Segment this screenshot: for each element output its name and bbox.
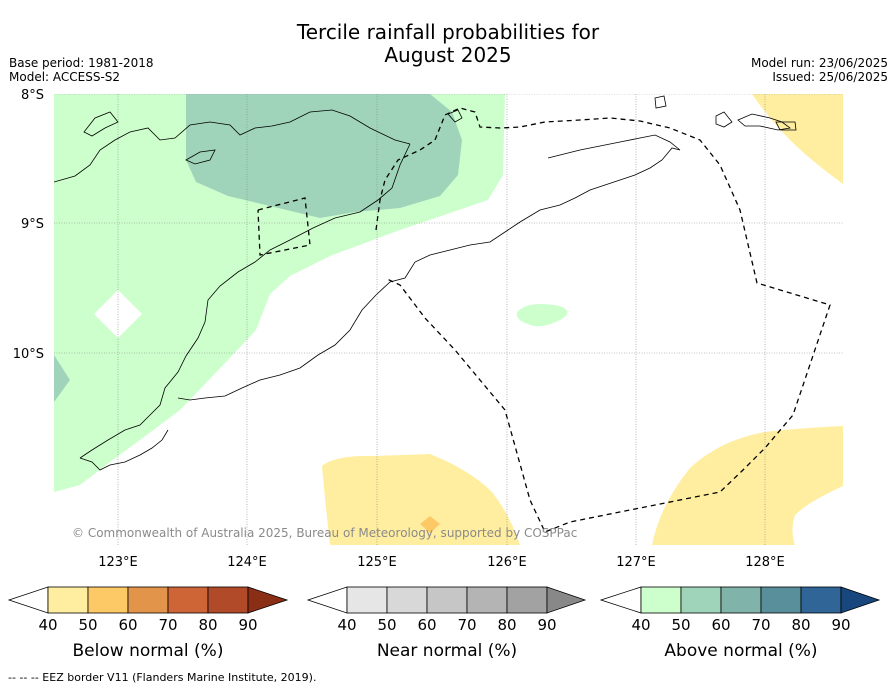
colorbar-tick-label: 80 — [791, 616, 810, 634]
lat-label-9s: 9°S — [21, 217, 44, 232]
colorbar-title: Near normal (%) — [377, 641, 517, 661]
above-normal-60-edge — [54, 355, 70, 402]
colorbar-bin — [127, 586, 169, 614]
model-name: Model: ACCESS-S2 — [9, 70, 121, 84]
colorbar-near-normal: 40 50 60 70 80 90 Near normal (%) — [306, 586, 587, 661]
colorbar-tick-label: 40 — [337, 616, 356, 634]
base-period: Base period: 1981-2018 — [9, 56, 154, 70]
colorbar-bin — [466, 586, 508, 614]
colorbar-bin — [346, 586, 388, 614]
copyright-notice: © Commonwealth of Australia 2025, Bureau… — [72, 526, 578, 540]
lat-label-10s: 10°S — [13, 347, 44, 362]
colorbar-under-arrow — [7, 586, 49, 614]
colorbar-tick-label: 90 — [238, 616, 257, 634]
colorbar-tick-label: 80 — [497, 616, 516, 634]
coastlines — [54, 95, 797, 471]
colorbar-tick-label: 50 — [377, 616, 396, 634]
lon-label-127e: 127°E — [616, 555, 656, 570]
colorbar-tick-label: 40 — [38, 616, 57, 634]
below-normal-50-southeast — [652, 426, 843, 545]
colorbar-tick-label: 80 — [198, 616, 217, 634]
map-plot: 8°S 9°S 10°S 123°E 124°E 125°E 126°E 127… — [13, 88, 843, 570]
below-normal-50-south — [322, 454, 520, 545]
lon-label-123e: 123°E — [98, 555, 138, 570]
colorbar-tick-label: 70 — [457, 616, 476, 634]
colorbar-tick-label: 70 — [158, 616, 177, 634]
above-normal-60-region — [186, 94, 462, 218]
chart-title-line1: Tercile rainfall probabilities for — [296, 20, 600, 44]
colorbar-tick-label: 70 — [751, 616, 770, 634]
chart-title-line2: August 2025 — [384, 43, 512, 67]
below-normal-60-patch — [420, 516, 440, 533]
colorbar-title: Below normal (%) — [73, 641, 224, 661]
colorbar-over-arrow — [247, 586, 289, 614]
lon-label-128e: 128°E — [745, 555, 785, 570]
lon-label-126e: 126°E — [487, 555, 527, 570]
above-normal-blob — [516, 304, 568, 327]
colorbar-bin — [386, 586, 428, 614]
colorbar-tick-label: 60 — [711, 616, 730, 634]
colorbar-bin — [680, 586, 722, 614]
legend: 40 50 60 70 80 90 Below normal (%) 40 50 60 70 80 90… — [7, 586, 881, 661]
colorbar-bin — [207, 586, 249, 614]
colorbar-bin — [760, 586, 802, 614]
colorbar-over-arrow — [546, 586, 587, 614]
colorbar-tick-label: 90 — [537, 616, 556, 634]
colorbar-tick-label: 50 — [78, 616, 97, 634]
colorbar-under-arrow — [599, 586, 642, 614]
colorbar-over-arrow — [840, 586, 881, 614]
gridlines — [54, 94, 843, 545]
lon-label-125e: 125°E — [357, 555, 397, 570]
eez-borders — [257, 107, 831, 533]
colorbar-tick-label: 60 — [417, 616, 436, 634]
colorbar-bin — [800, 586, 842, 614]
colorbar-bin — [167, 586, 209, 614]
colorbar-below-normal: 40 50 60 70 80 90 Below normal (%) — [7, 586, 289, 661]
model-run: Model run: 23/06/2025 — [750, 56, 888, 70]
colorbar-bin — [426, 586, 468, 614]
below-normal-50-northeast — [752, 94, 843, 184]
lat-label-8s: 8°S — [21, 88, 44, 103]
colorbar-under-arrow — [306, 586, 348, 614]
colorbar-bin — [720, 586, 762, 614]
colorbar-tick-label: 50 — [671, 616, 690, 634]
issued-date: Issued: 25/06/2025 — [772, 70, 888, 84]
lon-label-124e: 124°E — [227, 555, 267, 570]
colorbar-above-normal: 40 50 60 70 80 90 Above normal (%) — [599, 586, 881, 661]
colorbar-tick-label: 60 — [118, 616, 137, 634]
colorbar-bin — [640, 586, 682, 614]
eez-footnote: -- -- -- EEZ border V11 (Flanders Marine… — [8, 671, 317, 684]
colorbar-bin — [47, 586, 89, 614]
colorbar-tick-label: 90 — [831, 616, 850, 634]
colorbar-bin — [506, 586, 548, 614]
colorbar-tick-label: 40 — [631, 616, 650, 634]
colorbar-bin — [87, 586, 129, 614]
colorbar-title: Above normal (%) — [664, 641, 817, 661]
